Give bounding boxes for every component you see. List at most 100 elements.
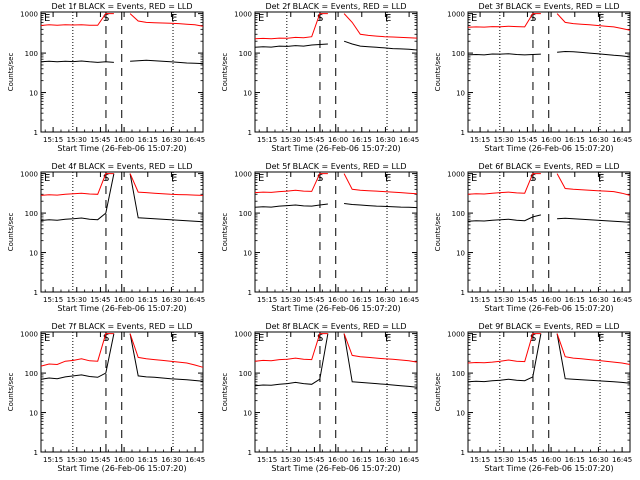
x-tick-label: 16:30	[375, 136, 395, 144]
y-axis-label: Counts/sec	[221, 53, 229, 92]
y-tick-label: 10	[29, 90, 38, 98]
marker-label: S	[317, 173, 323, 184]
chart-panel-9: Det 9f BLACK = Events, RED = LLD Counts/s…	[434, 322, 632, 473]
x-tick-label: 16:15	[565, 296, 585, 304]
chart-panel-3: Det 3f BLACK = Events, RED = LLD Counts/s…	[434, 2, 632, 153]
y-axis-label: Counts/sec	[7, 53, 15, 92]
series-line-lld	[343, 173, 418, 195]
x-tick-label: 15:15	[43, 296, 63, 304]
series-line-events	[129, 173, 204, 223]
x-tick-label: 16:00	[541, 136, 561, 144]
y-axis-label: Counts/sec	[434, 373, 442, 412]
y-tick-label: 1000	[20, 331, 38, 339]
y-tick-label: 100	[452, 210, 465, 218]
x-tick-label: 15:45	[517, 296, 537, 304]
marker-label: S	[317, 333, 323, 344]
x-tick-label: 15:15	[43, 456, 63, 464]
chart-title: Det 2f BLACK = Events, RED = LLD	[265, 2, 406, 11]
chart-title: Det 8f BLACK = Events, RED = LLD	[265, 322, 406, 331]
y-axis-label: Counts/sec	[7, 213, 15, 252]
y-tick-label: 100	[239, 370, 252, 378]
x-tick-label: 15:15	[257, 296, 277, 304]
y-tick-label: 10	[29, 250, 38, 258]
y-tick-label: 1000	[447, 11, 465, 19]
series-line-lld	[254, 173, 328, 194]
chart-title: Det 5f BLACK = Events, RED = LLD	[265, 162, 406, 171]
x-tick-label: 16:00	[114, 456, 134, 464]
x-axis-label: Start Time (26-Feb-06 15:07:20)	[484, 464, 613, 473]
y-axis-label: Counts/sec	[7, 373, 15, 412]
x-tick-label: 16:45	[399, 456, 419, 464]
series-line-lld	[40, 13, 114, 26]
x-tick-label: 15:15	[470, 296, 490, 304]
x-tick-label: 16:45	[185, 136, 205, 144]
chart-panel-8: Det 8f BLACK = Events, RED = LLD Counts/s…	[221, 322, 419, 473]
x-tick-label: 15:45	[304, 456, 324, 464]
series-line-lld	[40, 173, 114, 196]
series-line-events	[40, 333, 115, 380]
series-line-lld	[556, 333, 631, 365]
x-tick-label: 16:45	[399, 136, 419, 144]
series-line-events	[40, 173, 115, 221]
series-line-lld	[40, 333, 114, 367]
marker-label: E	[598, 13, 604, 24]
y-axis-label: Counts/sec	[221, 373, 229, 412]
series-line-lld	[129, 173, 204, 196]
series-line-lld	[556, 173, 631, 196]
x-tick-label: 15:15	[470, 136, 490, 144]
marker-label: E	[385, 173, 391, 184]
y-tick-label: 1000	[447, 171, 465, 179]
marker-label: S	[103, 333, 109, 344]
marker-label: E	[44, 173, 50, 184]
series-line-events	[130, 59, 204, 65]
y-tick-label: 10	[29, 410, 38, 418]
x-tick-label: 16:30	[375, 456, 395, 464]
y-tick-label: 1000	[20, 171, 38, 179]
x-tick-label: 16:15	[352, 136, 372, 144]
x-axis-label: Start Time (26-Feb-06 15:07:20)	[271, 464, 400, 473]
x-tick-label: 16:30	[588, 296, 608, 304]
x-tick-label: 16:00	[328, 296, 348, 304]
x-axis-label: Start Time (26-Feb-06 15:07:20)	[57, 464, 186, 473]
x-tick-label: 16:00	[328, 456, 348, 464]
marker-label: E	[44, 333, 50, 344]
x-tick-label: 15:30	[67, 296, 87, 304]
x-tick-label: 16:30	[588, 136, 608, 144]
y-tick-label: 1	[34, 289, 38, 297]
series-line-events	[556, 333, 631, 384]
chart-title: Det 9f BLACK = Events, RED = LLD	[478, 322, 619, 331]
x-tick-label: 15:45	[304, 296, 324, 304]
y-axis-label: Counts/sec	[434, 213, 442, 252]
chart-title: Det 6f BLACK = Events, RED = LLD	[478, 162, 619, 171]
x-axis-label: Start Time (26-Feb-06 15:07:20)	[57, 144, 186, 153]
y-tick-label: 1	[248, 449, 252, 457]
y-tick-label: 10	[456, 410, 465, 418]
chart-panel-6: Det 6f BLACK = Events, RED = LLD Counts/s…	[434, 162, 632, 313]
marker-label: E	[171, 333, 177, 344]
y-tick-label: 1	[248, 289, 252, 297]
x-tick-label: 15:30	[494, 456, 514, 464]
x-tick-label: 16:30	[161, 456, 181, 464]
x-tick-label: 16:30	[588, 456, 608, 464]
series-line-events	[129, 333, 204, 382]
chart-title: Det 4f BLACK = Events, RED = LLD	[51, 162, 192, 171]
y-tick-label: 100	[452, 370, 465, 378]
x-tick-label: 16:00	[114, 136, 134, 144]
x-tick-label: 15:30	[281, 296, 301, 304]
x-tick-label: 16:30	[375, 296, 395, 304]
y-tick-label: 10	[456, 250, 465, 258]
series-line-events	[344, 203, 418, 209]
series-line-events	[467, 333, 542, 383]
marker-label: S	[530, 173, 536, 184]
marker-label: E	[258, 13, 264, 24]
series-line-lld	[129, 13, 204, 27]
x-tick-label: 16:45	[185, 456, 205, 464]
x-tick-label: 16:45	[612, 456, 632, 464]
y-tick-label: 1	[461, 449, 465, 457]
x-tick-label: 16:45	[399, 296, 419, 304]
x-tick-label: 15:15	[470, 456, 490, 464]
series-line-lld	[467, 333, 541, 364]
series-line-events	[254, 203, 328, 208]
x-tick-label: 15:45	[517, 456, 537, 464]
y-tick-label: 1000	[234, 331, 252, 339]
